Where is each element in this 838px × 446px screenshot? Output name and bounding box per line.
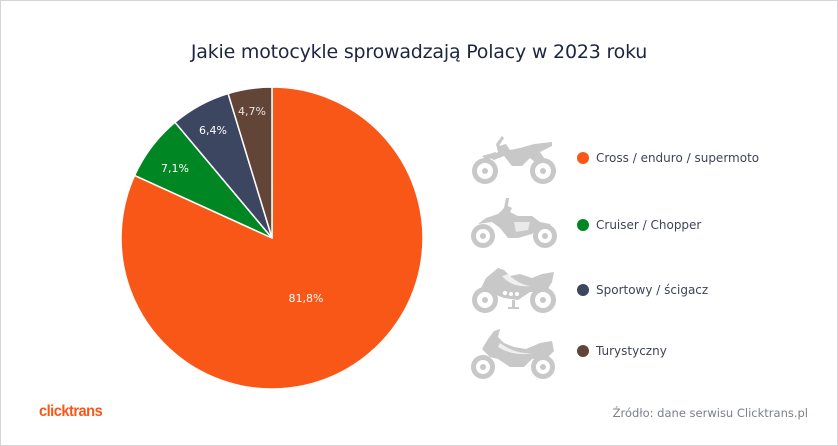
- legend-item-cross-enduro[interactable]: Cross / enduro / supermoto: [577, 148, 759, 168]
- legend-item-touring[interactable]: Turystyczny: [577, 341, 667, 361]
- legend-label: Sportowy / ścigacz: [596, 283, 709, 297]
- legend-item-cruiser[interactable]: Cruiser / Chopper: [577, 215, 701, 235]
- legend-color-dot: [577, 284, 589, 296]
- legend-color-dot: [577, 345, 589, 357]
- slice-touring[interactable]: [227, 86, 273, 239]
- cruiser-motorcycle-icon: [471, 198, 557, 248]
- slice-label-sport: 6,4%: [199, 124, 227, 137]
- slice-label-cruiser: 7,1%: [161, 162, 189, 175]
- sport-motorcycle-icon: [472, 268, 556, 313]
- legend-label: Cruiser / Chopper: [596, 218, 702, 232]
- legend-item-sport[interactable]: Sportowy / ścigacz: [577, 280, 708, 300]
- slice-label-touring: 4,7%: [238, 105, 266, 118]
- slice-label-cross-enduro: 81,8%: [289, 292, 324, 305]
- clicktrans-logo: clicktrans: [39, 403, 103, 420]
- source-note: Źródło: dane serwisu Clicktrans.pl: [612, 406, 808, 420]
- touring-motorcycle-icon: [471, 329, 555, 379]
- dirt-bike-icon: [472, 136, 556, 184]
- legend-color-dot: [577, 152, 589, 164]
- chart-title: Jakie motocykle sprowadzają Polacy w 202…: [190, 41, 648, 63]
- legend-label: Turystyczny: [596, 344, 667, 358]
- legend-color-dot: [577, 219, 589, 231]
- legend-label: Cross / enduro / supermoto: [596, 151, 760, 165]
